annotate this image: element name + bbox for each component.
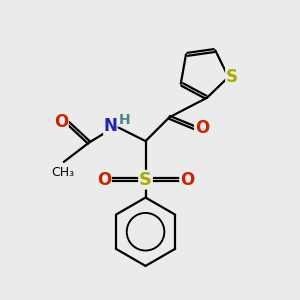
- Text: S: S: [139, 171, 152, 189]
- Text: S: S: [226, 68, 238, 86]
- Text: O: O: [195, 119, 209, 137]
- Text: H: H: [118, 113, 130, 127]
- Text: O: O: [180, 171, 194, 189]
- Text: O: O: [54, 113, 68, 131]
- Text: CH₃: CH₃: [51, 166, 74, 179]
- Text: O: O: [97, 171, 111, 189]
- Text: N: N: [103, 117, 117, 135]
